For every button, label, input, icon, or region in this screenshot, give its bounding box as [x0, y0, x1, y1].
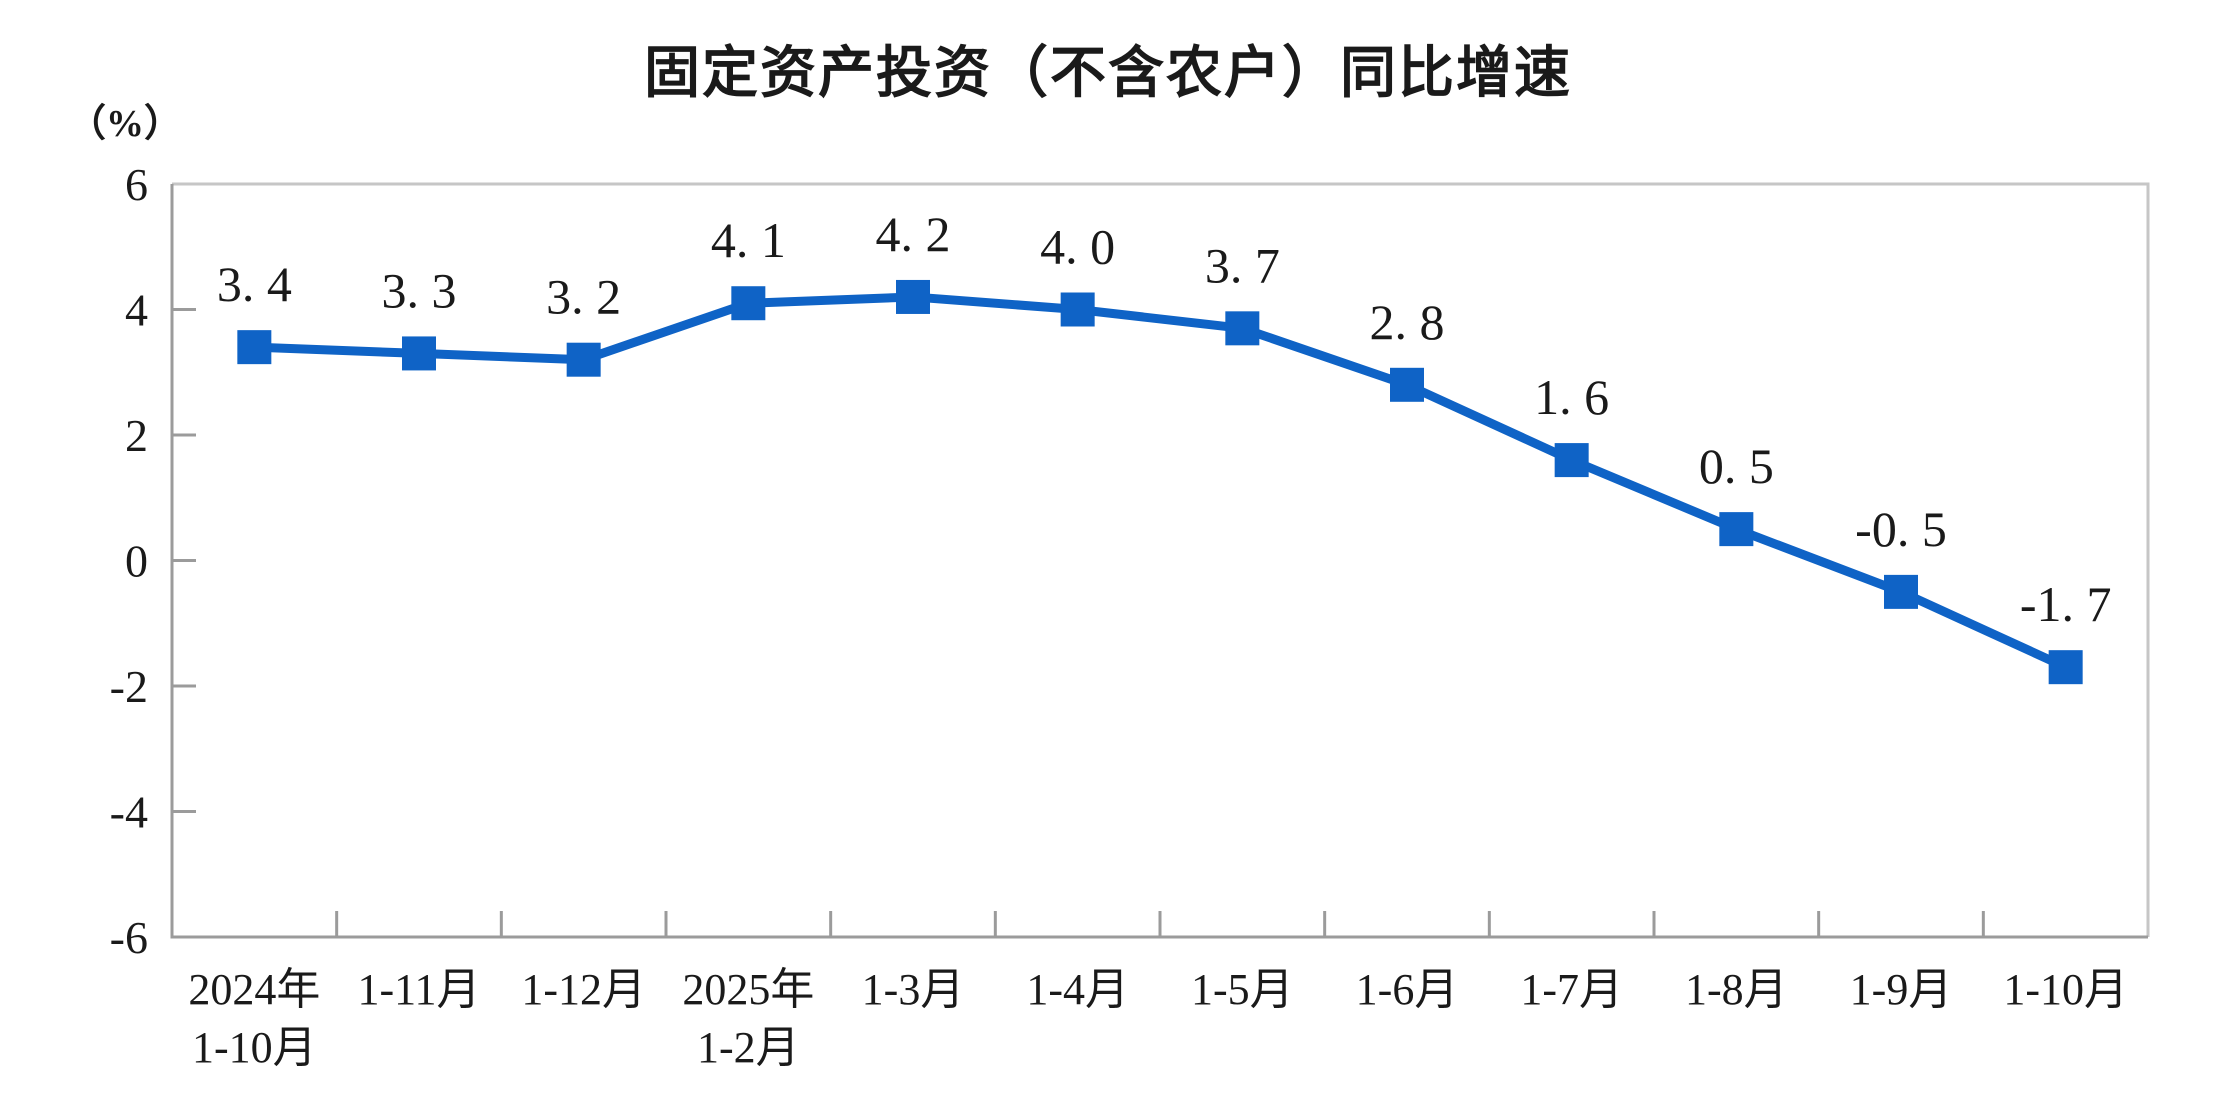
data-point-label: 4. 2	[876, 206, 951, 262]
y-tick-label: 6	[125, 159, 148, 210]
x-tick-label: 1-12月	[521, 965, 646, 1014]
chart-title: 固定资产投资（不含农户）同比增速	[644, 41, 1572, 104]
data-point-label: 3. 7	[1205, 237, 1280, 293]
data-point-marker	[402, 336, 436, 371]
data-point-marker	[1060, 292, 1095, 327]
data-point-label: 2. 8	[1370, 294, 1445, 350]
x-tick-label: 1-6月	[1356, 965, 1459, 1014]
x-tick-label: 1-10月	[2003, 965, 2128, 1014]
data-point-marker	[1390, 367, 1424, 402]
data-point-marker	[1884, 574, 1918, 609]
data-point-label: 4. 1	[711, 212, 786, 268]
data-point-marker	[896, 279, 930, 314]
data-point-marker	[731, 286, 766, 321]
data-point-label: 4. 0	[1040, 219, 1115, 275]
x-tick-label: 1-3月	[862, 965, 965, 1014]
x-tick-label: 1-5月	[1191, 965, 1294, 1014]
series-line	[249, 292, 2071, 672]
y-tick-label: -4	[110, 787, 148, 838]
data-point-marker	[2048, 650, 2083, 685]
data-point-marker	[1554, 443, 1589, 478]
data-point-label: 3. 3	[382, 262, 457, 318]
axis-lines	[170, 184, 2148, 939]
data-point-marker	[1719, 512, 1754, 547]
y-tick-label: 4	[125, 285, 148, 336]
data-point-label: 3. 4	[217, 256, 292, 312]
x-tick-label: 1-4月	[1026, 965, 1129, 1014]
x-tick-label: 1-8月	[1685, 965, 1788, 1014]
data-point-label: -0. 5	[1855, 501, 1947, 557]
x-tick-label: 1-11月	[357, 965, 480, 1014]
y-tick-label: -2	[110, 661, 148, 712]
plot-frame	[172, 182, 2150, 937]
data-point-marker	[566, 342, 601, 377]
data-point-marker	[237, 330, 272, 365]
y-tick-label: 0	[125, 536, 148, 587]
y-tick-label: -6	[110, 912, 148, 963]
x-tick-label: 1-9月	[1850, 965, 1953, 1014]
x-tick-label: 2025年 1-2月	[682, 965, 814, 1072]
x-tick-label: 2024年 1-10月	[188, 965, 320, 1072]
x-tick-label: 1-7月	[1520, 965, 1623, 1014]
data-point-label: 1. 6	[1534, 369, 1609, 425]
data-point-label: 3. 2	[546, 269, 621, 325]
y-axis-unit-label: （%）	[68, 103, 183, 145]
data-point-label: 0. 5	[1699, 438, 1774, 494]
data-point-label: -1. 7	[2020, 576, 2112, 632]
y-tick-label: 2	[125, 410, 148, 461]
data-point-marker	[1225, 311, 1260, 346]
